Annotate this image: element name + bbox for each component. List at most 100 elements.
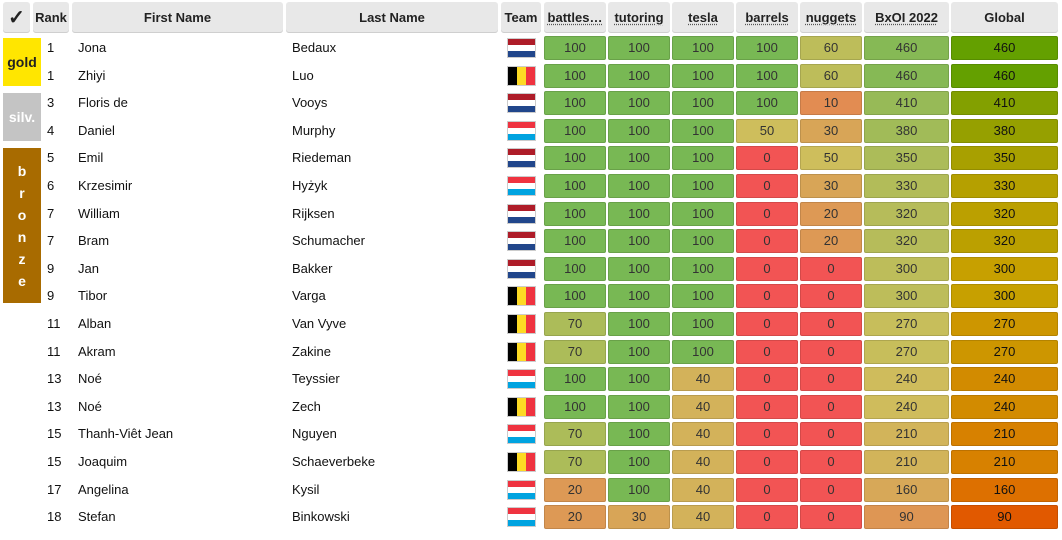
header-nuggets[interactable]: nuggets: [800, 2, 862, 33]
last-name-cell: Murphy: [292, 122, 336, 138]
first-name-cell: Floris de: [78, 95, 128, 111]
score-tesla: 100: [672, 229, 734, 254]
score-tutoring: 100: [608, 174, 670, 198]
rank-cell: 11: [47, 343, 61, 359]
score-battles: 100: [544, 201, 606, 226]
score-tesla: 100: [672, 339, 734, 364]
score-nuggets: 0: [800, 477, 862, 502]
score-nuggets: 30: [800, 174, 862, 198]
score-nuggets: 0: [800, 256, 862, 281]
bronze-medal-group: b r o n z e: [3, 148, 41, 303]
rank-cell: 13: [47, 371, 62, 387]
last-name-cell: Rijksen: [292, 205, 335, 221]
last-name-cell: Bedaux: [292, 40, 337, 55]
score-tesla: 40: [672, 367, 734, 392]
header-tutoring[interactable]: tutoring: [608, 2, 670, 33]
score-global: 210: [951, 422, 1058, 447]
first-name-cell: Daniel: [78, 122, 115, 138]
first-name-cell: Krzesimir: [78, 178, 133, 193]
score-global: 330: [951, 174, 1058, 198]
score-barrels: 0: [736, 505, 798, 530]
score-global: 410: [951, 91, 1058, 116]
score-barrels: 0: [736, 422, 798, 447]
header-last-name[interactable]: Last Name: [286, 2, 498, 33]
rank-cell: 6: [47, 178, 55, 193]
header-first-name[interactable]: First Name: [72, 2, 283, 33]
team-flag-icon: [508, 397, 535, 416]
rank-cell: 5: [47, 150, 55, 166]
score-tesla: 100: [672, 36, 734, 60]
score-tesla: 100: [672, 312, 734, 336]
last-name-cell: Varga: [292, 288, 326, 304]
score-tutoring: 100: [608, 229, 670, 254]
score-barrels: 0: [736, 450, 798, 474]
score-barrels: 0: [736, 256, 798, 281]
score-nuggets: 30: [800, 118, 862, 143]
score-tutoring: 100: [608, 201, 670, 226]
header-tesla[interactable]: tesla: [672, 2, 734, 33]
score-barrels: 100: [736, 63, 798, 88]
last-name-cell: Nguyen: [292, 426, 337, 442]
last-name-cell: Schaeverbeke: [292, 454, 376, 469]
score-barrels: 0: [736, 367, 798, 392]
score-bxoi-2022: 160: [864, 477, 949, 502]
score-tesla: 100: [672, 63, 734, 88]
score-tutoring: 100: [608, 339, 670, 364]
rank-cell: 15: [47, 426, 62, 442]
rank-cell: 9: [47, 260, 55, 276]
score-bxoi-2022: 300: [864, 256, 949, 281]
score-global: 300: [951, 256, 1058, 281]
score-bxoi-2022: 460: [864, 36, 949, 60]
score-bxoi-2022: 270: [864, 339, 949, 364]
score-tutoring: 100: [608, 422, 670, 447]
score-barrels: 0: [736, 477, 798, 502]
score-tesla: 100: [672, 256, 734, 281]
header-global[interactable]: Global: [951, 2, 1058, 33]
first-name-cell: Jona: [78, 40, 107, 55]
score-bxoi-2022: 410: [864, 91, 949, 116]
score-barrels: 0: [736, 394, 798, 419]
header-team[interactable]: Team: [501, 2, 541, 33]
rank-cell: 4: [47, 122, 55, 138]
team-flag-icon: [508, 425, 535, 444]
header-barrels[interactable]: barrels: [736, 2, 798, 33]
score-bxoi-2022: 300: [864, 284, 949, 309]
score-bxoi-2022: 240: [864, 394, 949, 419]
header-battles[interactable]: battles…: [544, 2, 606, 33]
header-rank[interactable]: Rank: [33, 2, 69, 33]
score-barrels: 0: [736, 339, 798, 364]
first-name-cell: Emil: [78, 150, 104, 166]
team-flag-icon: [508, 149, 535, 168]
score-tesla: 100: [672, 146, 734, 171]
score-tesla: 100: [672, 174, 734, 198]
score-tutoring: 100: [608, 256, 670, 281]
team-flag-icon: [508, 508, 535, 527]
score-nuggets: 10: [800, 91, 862, 116]
score-nuggets: 0: [800, 394, 862, 419]
score-tutoring: 100: [608, 367, 670, 392]
score-global: 160: [951, 477, 1058, 502]
score-global: 320: [951, 229, 1058, 254]
score-tutoring: 100: [608, 284, 670, 309]
team-flag-icon: [508, 315, 535, 333]
score-barrels: 100: [736, 36, 798, 60]
first-name-cell: Noé: [78, 398, 102, 414]
score-battles: 70: [544, 450, 606, 474]
score-battles: 100: [544, 367, 606, 392]
rank-cell: 9: [47, 288, 55, 304]
score-tesla: 100: [672, 118, 734, 143]
score-tutoring: 30: [608, 505, 670, 530]
team-flag-icon: [508, 66, 535, 85]
score-bxoi-2022: 320: [864, 201, 949, 226]
rank-cell: 17: [47, 481, 62, 497]
gold-medal-group: gold: [3, 38, 41, 86]
rank-cell: 1: [47, 67, 55, 83]
header-bxoi-2022[interactable]: BxOI 2022: [864, 2, 949, 33]
score-battles: 100: [544, 284, 606, 309]
score-battles: 100: [544, 256, 606, 281]
score-nuggets: 0: [800, 312, 862, 336]
select-all-header[interactable]: ✓: [3, 2, 30, 33]
score-tesla: 100: [672, 91, 734, 116]
team-flag-icon: [508, 370, 535, 389]
first-name-cell: Tibor: [78, 288, 108, 304]
